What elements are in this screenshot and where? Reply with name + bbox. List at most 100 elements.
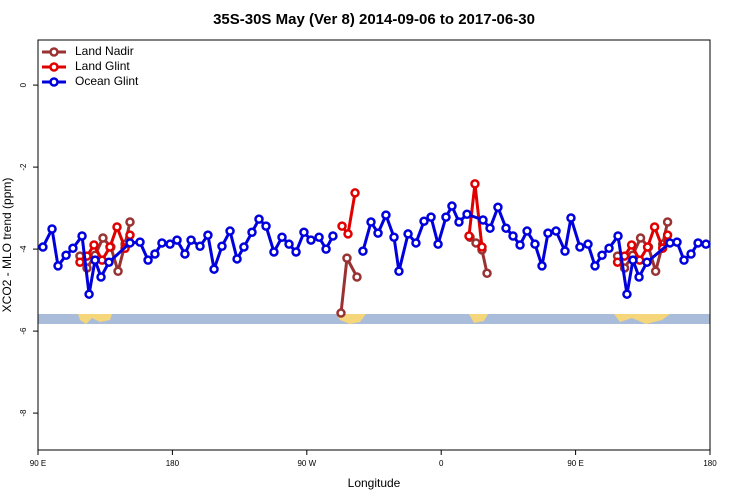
- point: [613, 231, 623, 241]
- point: [105, 242, 115, 252]
- y-tick-label: -4: [19, 245, 28, 253]
- x-tick-label: 90 W: [297, 459, 316, 468]
- point: [299, 227, 309, 238]
- point: [642, 257, 652, 267]
- point: [269, 247, 279, 257]
- point: [626, 240, 637, 250]
- point: [203, 230, 213, 240]
- y-tick-label: -2: [19, 163, 28, 171]
- point: [590, 261, 600, 271]
- point: [209, 264, 219, 274]
- point: [366, 217, 376, 227]
- point: [217, 241, 227, 251]
- point: [113, 266, 123, 276]
- point: [343, 229, 353, 239]
- point: [125, 217, 135, 227]
- point: [337, 221, 347, 231]
- legend-marker: [49, 62, 59, 72]
- point: [125, 230, 135, 240]
- point: [530, 239, 540, 249]
- point: [543, 228, 553, 238]
- point: [482, 268, 492, 279]
- point: [693, 238, 703, 248]
- point: [336, 308, 346, 318]
- point: [470, 179, 480, 189]
- point: [143, 255, 153, 265]
- point: [186, 235, 196, 245]
- point: [662, 217, 673, 227]
- point: [394, 266, 404, 276]
- y-tick-label: -8: [19, 409, 28, 417]
- legend-marker: [49, 77, 59, 87]
- x-tick-label: 180: [166, 459, 180, 468]
- point: [254, 214, 264, 224]
- x-tick-label: 90 E: [30, 459, 46, 468]
- point: [195, 241, 205, 251]
- point: [485, 223, 495, 233]
- legend-label: Land Nadir: [75, 44, 134, 58]
- point: [583, 239, 593, 249]
- point: [575, 242, 585, 252]
- point: [38, 242, 48, 252]
- point: [433, 239, 443, 249]
- x-tick-label: 90 E: [567, 459, 583, 468]
- legend-label: Ocean Glint: [75, 74, 139, 88]
- point: [321, 244, 331, 254]
- point: [634, 272, 644, 282]
- x-axis-label: Longitude: [348, 476, 401, 490]
- point: [98, 233, 108, 243]
- legend-label: Land Glint: [75, 59, 130, 73]
- point: [477, 242, 487, 252]
- point: [635, 233, 646, 243]
- point: [247, 227, 257, 238]
- point: [604, 243, 614, 254]
- point: [662, 230, 673, 240]
- point: [679, 255, 689, 265]
- point: [622, 289, 632, 299]
- point: [612, 257, 623, 267]
- point: [515, 240, 525, 250]
- point: [411, 238, 421, 248]
- point: [462, 209, 472, 219]
- point: [419, 216, 429, 226]
- point: [150, 249, 160, 259]
- point: [358, 246, 368, 256]
- y-tick-label: 0: [19, 82, 28, 87]
- point: [350, 188, 360, 198]
- point: [464, 231, 474, 241]
- point: [454, 217, 464, 227]
- point: [403, 229, 413, 239]
- point: [314, 232, 324, 242]
- point: [537, 261, 547, 271]
- point: [84, 289, 94, 299]
- point: [112, 222, 122, 232]
- point: [328, 231, 338, 241]
- point: [277, 232, 287, 242]
- map-strip: [38, 314, 710, 324]
- point: [447, 201, 457, 211]
- point: [373, 228, 383, 238]
- point: [381, 210, 391, 220]
- point: [686, 249, 696, 259]
- point: [551, 226, 561, 236]
- y-axis-label: XCO2 - MLO trend (ppm): [0, 178, 14, 313]
- point: [352, 272, 362, 282]
- point: [172, 235, 182, 245]
- point: [306, 235, 316, 245]
- point: [75, 257, 85, 267]
- point: [508, 231, 518, 241]
- point: [628, 255, 638, 265]
- point: [180, 249, 190, 259]
- point: [90, 255, 100, 265]
- point: [389, 232, 399, 242]
- point: [165, 239, 175, 249]
- series-line: [78, 221, 670, 314]
- point: [672, 237, 682, 247]
- point: [426, 212, 436, 222]
- point: [701, 239, 711, 249]
- point: [125, 238, 135, 248]
- point: [68, 243, 78, 254]
- chart-title: 35S-30S May (Ver 8) 2014-09-06 to 2017-0…: [213, 11, 535, 28]
- point: [225, 226, 235, 236]
- point: [77, 231, 87, 241]
